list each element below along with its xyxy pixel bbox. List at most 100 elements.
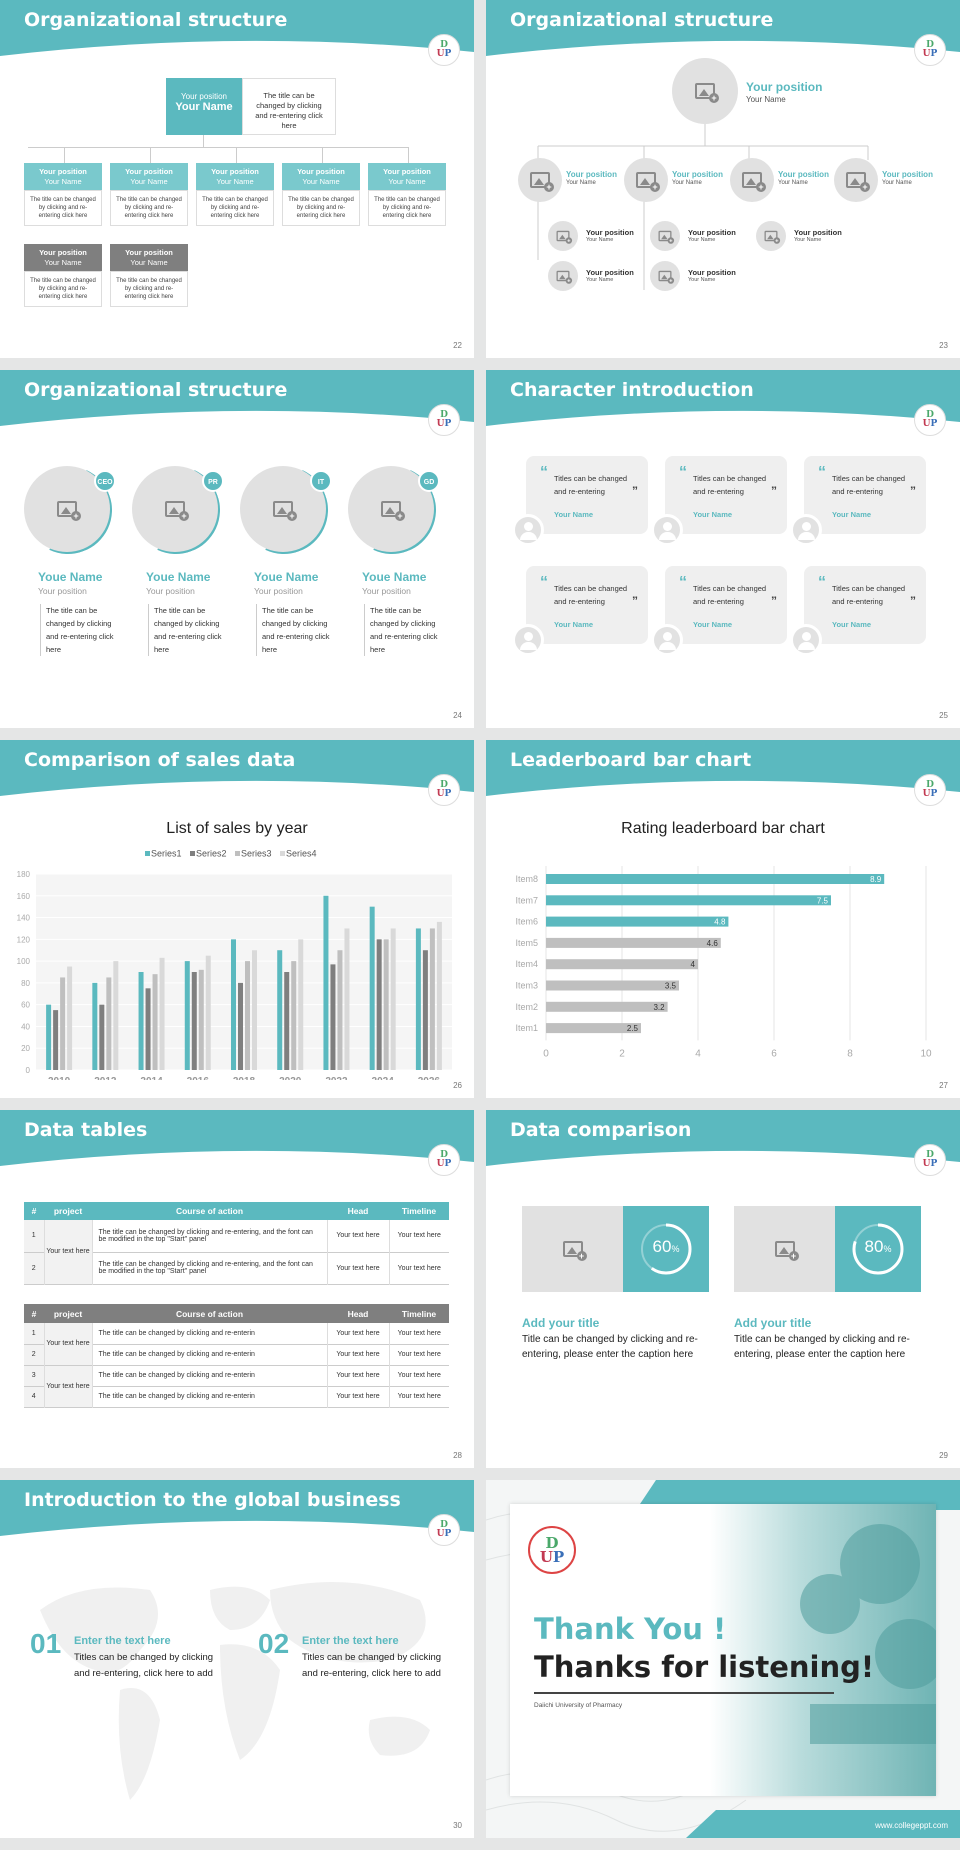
world-map-background (40, 1582, 430, 1800)
name-label: Your Name (130, 177, 168, 186)
bar (231, 939, 236, 1070)
table-row: 1 Your text here The title can be change… (24, 1220, 449, 1284)
thanks-card: D UP Thank You ! Thanks for listening! Da… (510, 1504, 936, 1796)
name-label: Your Name (688, 237, 716, 243)
header-cell: # (31, 1308, 37, 1319)
photo-placeholder[interactable]: + (624, 158, 668, 202)
page-number: 23 (939, 341, 948, 350)
chart-title: Rating leaderboard bar chart (621, 820, 825, 837)
photo-placeholder[interactable]: + (650, 261, 680, 291)
legend-swatch (145, 851, 150, 856)
avatar-icon (512, 624, 544, 656)
y-tick-label: 180 (17, 870, 31, 879)
y-tick-label: Item6 (515, 917, 538, 927)
photo-placeholder[interactable]: + (522, 1206, 623, 1292)
position-box[interactable]: Your position Your Name (24, 163, 102, 190)
person-name: Youe Name (254, 570, 319, 584)
quote-card[interactable]: “ Titles can be changed and re-entering ” Y… (526, 456, 648, 534)
bar (198, 969, 204, 1070)
position-label: Your position (566, 170, 617, 179)
table-row: 3 Your text here The title can be change… (24, 1365, 449, 1407)
position-box-gray[interactable]: Your position Your Name (110, 244, 188, 271)
slide-thanks[interactable]: D UP Thank You ! Thanks for listening! Da… (486, 1480, 960, 1838)
image-icon: + (57, 501, 81, 521)
person-position: Your position (254, 586, 303, 596)
position-box[interactable]: Your position Your Name (110, 163, 188, 190)
action-cell: The title can be changed by clicking and… (91, 1386, 327, 1407)
header-cell: project (53, 1308, 83, 1319)
percent-label: 80% (835, 1237, 921, 1257)
slide-29[interactable]: Data comparison D UP +60% Add your title Ti… (486, 1110, 960, 1468)
slide-22[interactable]: Organizational structure D UP Your positi… (0, 0, 474, 358)
avatar-icon (651, 624, 683, 656)
quote-card[interactable]: “ Titles can be changed and re-entering ” Y… (526, 566, 648, 644)
name-label: Your Name (388, 177, 426, 186)
photo-placeholder[interactable]: + (834, 158, 878, 202)
head-cell: Your text here (326, 1344, 389, 1365)
photo-placeholder[interactable]: + (730, 158, 774, 202)
item-heading: Enter the text here (302, 1635, 399, 1647)
bar (323, 895, 329, 1070)
bar (383, 939, 389, 1070)
university-logo: D UP (428, 1144, 460, 1176)
bar (546, 1001, 668, 1012)
photo-placeholder[interactable]: + (518, 158, 562, 202)
project-cell: Your text here (43, 1220, 92, 1284)
quote-card[interactable]: “ Titles can be changed and re-entering ” Y… (804, 456, 926, 534)
timeline-cell: Your text here (388, 1252, 449, 1284)
photo-placeholder[interactable]: + (734, 1206, 835, 1292)
photo-placeholder[interactable]: + (650, 221, 680, 251)
position-box[interactable]: Your position Your Name (282, 163, 360, 190)
bar (184, 961, 190, 1070)
slide-23[interactable]: Organizational structure D UP + Your posi… (486, 0, 960, 358)
photo-placeholder[interactable]: + (548, 261, 578, 291)
connector-line (236, 147, 237, 163)
position-label: Your position (181, 92, 227, 101)
slide-28[interactable]: Data tables D UP # project Course of acti… (0, 1110, 474, 1468)
slide-25[interactable]: Character introduction D UP “ Titles can b… (486, 370, 960, 728)
header-band (486, 1110, 960, 1166)
image-icon: + (846, 172, 870, 192)
box-description: The title can be changed by clicking and… (282, 190, 360, 226)
bar (546, 916, 729, 927)
slide-27[interactable]: Leaderboard bar chart D UP Rating leaderb… (486, 740, 960, 1098)
slide-26[interactable]: Comparison of sales data D UP List of sal… (0, 740, 474, 1098)
card-heading: Add your title (522, 1316, 600, 1330)
slide-30[interactable]: Introduction to the global business D UP … (0, 1480, 474, 1838)
bar (436, 921, 442, 1070)
image-icon: + (556, 230, 573, 244)
quote-card[interactable]: “ Titles can be changed and re-entering ” Y… (804, 566, 926, 644)
connector-line (64, 147, 65, 163)
top-position-box[interactable]: Your position Your Name (166, 78, 242, 135)
photo-placeholder[interactable]: + (548, 221, 578, 251)
y-tick-label: Item2 (515, 1002, 538, 1012)
header-cell: project (53, 1206, 83, 1216)
percent-panel: 60% (623, 1206, 709, 1292)
photo-placeholder[interactable]: + (672, 58, 738, 124)
slide-24[interactable]: Organizational structure D UP + CEO Youe Na… (0, 370, 474, 728)
position-box[interactable]: Your position Your Name (368, 163, 446, 190)
x-tick-label: 2020 (279, 1076, 302, 1080)
table-row: 2 The title can be changed by clicking a… (24, 1344, 449, 1365)
bar (546, 895, 831, 906)
bar (106, 977, 112, 1070)
role-badge: CEO (94, 470, 116, 492)
photo-placeholder[interactable]: + (756, 221, 786, 251)
position-label: Your position (125, 248, 173, 257)
legend-label: Series2 (196, 849, 227, 859)
y-tick-label: Item7 (515, 895, 538, 905)
position-box[interactable]: Your position Your Name (196, 163, 274, 190)
name-label: Your Name (175, 101, 233, 113)
legend-swatch (190, 851, 195, 856)
box-description: The title can be changed by clicking and… (110, 271, 188, 307)
quote-card[interactable]: “ Titles can be changed and re-entering ” Y… (665, 566, 787, 644)
quote-card[interactable]: “ Titles can be changed and re-entering ” Y… (665, 456, 787, 534)
header-band (0, 1480, 474, 1536)
position-box-gray[interactable]: Your position Your Name (24, 244, 102, 271)
university-logo: D UP (914, 34, 946, 66)
person-name: Youe Name (146, 570, 211, 584)
data-table-2: # project Course of action Head Timeline… (24, 1304, 449, 1408)
website-url[interactable]: www.collegeppt.com (875, 1821, 948, 1830)
page-number: 24 (453, 711, 462, 720)
person-position: Your position (362, 586, 411, 596)
